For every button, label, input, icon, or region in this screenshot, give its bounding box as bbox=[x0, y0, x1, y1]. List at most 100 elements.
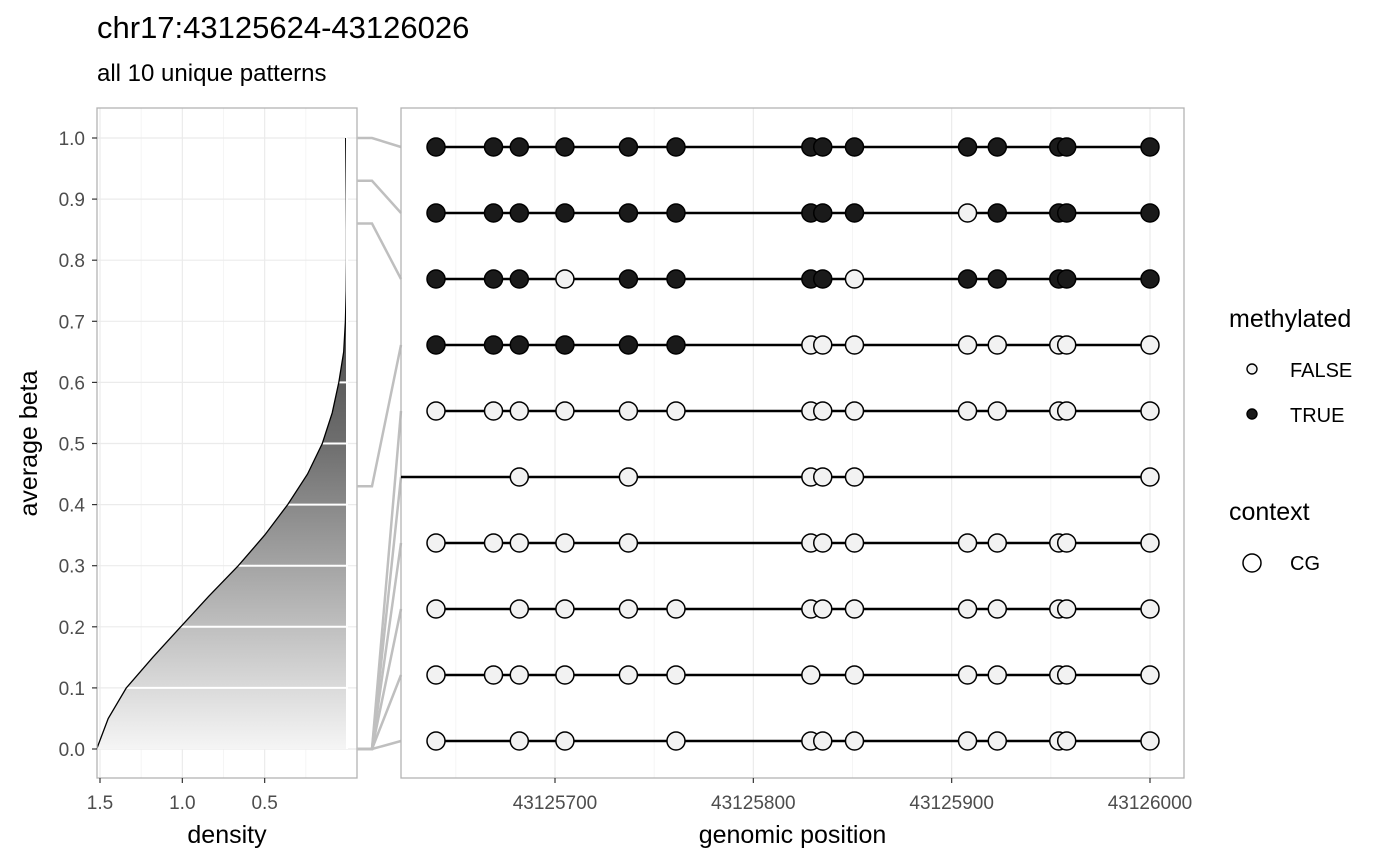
cpg-unmethylated-point bbox=[1140, 335, 1160, 355]
cpg-unmethylated-point bbox=[957, 533, 978, 553]
cpg-methylated-point bbox=[509, 335, 530, 355]
cpg-methylated-point bbox=[844, 203, 865, 223]
cpg-unmethylated-point bbox=[555, 269, 575, 289]
cpg-unmethylated-point bbox=[509, 467, 530, 487]
cpg-methylated-point bbox=[1056, 269, 1077, 289]
cpg-unmethylated-point bbox=[618, 401, 639, 421]
cpg-methylated-point bbox=[618, 335, 639, 355]
pattern-connectors bbox=[357, 136, 403, 751]
cpg-unmethylated-point bbox=[813, 533, 833, 553]
cpg-methylated-point bbox=[483, 269, 504, 289]
cpg-unmethylated-point bbox=[987, 335, 1008, 355]
cpg-methylated-point bbox=[987, 203, 1008, 223]
cpg-methylated-point bbox=[666, 137, 686, 157]
cpg-methylated-point bbox=[618, 269, 639, 289]
cpg-methylated-point bbox=[618, 203, 639, 223]
cpg-unmethylated-point bbox=[813, 401, 833, 421]
pattern-panel: 43125700 43125800 43125900 43126000 genomic … bbox=[400, 107, 1193, 849]
cpg-unmethylated-point bbox=[618, 467, 639, 487]
pattern-connector bbox=[357, 222, 403, 280]
cpg-unmethylated-point bbox=[426, 665, 446, 685]
cpg-methylated-point bbox=[987, 137, 1008, 157]
cpg-unmethylated-point bbox=[618, 599, 639, 619]
cpg-unmethylated-point bbox=[813, 467, 833, 487]
cpg-unmethylated-point bbox=[1056, 731, 1077, 751]
cpg-methylated-point bbox=[509, 269, 530, 289]
cpg-methylated-point bbox=[1140, 269, 1160, 289]
cpg-unmethylated-point bbox=[957, 203, 978, 223]
cpg-methylated-point bbox=[618, 137, 639, 157]
cpg-methylated-point bbox=[426, 335, 446, 355]
density-y-tick-label: 0.0 bbox=[59, 740, 85, 761]
pattern-connector bbox=[357, 179, 402, 214]
cpg-methylated-point bbox=[1056, 203, 1077, 223]
cpg-unmethylated-point bbox=[813, 731, 833, 751]
cpg-unmethylated-point bbox=[509, 731, 530, 751]
pattern-connector bbox=[357, 739, 402, 751]
cpg-methylated-point bbox=[483, 203, 504, 223]
cpg-methylated-point bbox=[987, 269, 1008, 289]
cpg-unmethylated-point bbox=[1056, 665, 1077, 685]
cpg-unmethylated-point bbox=[957, 665, 978, 685]
legend-cg-icon bbox=[1242, 553, 1262, 573]
density-y-tick-label: 0.5 bbox=[59, 435, 85, 456]
cpg-unmethylated-point bbox=[813, 599, 833, 619]
cpg-unmethylated-point bbox=[844, 467, 865, 487]
density-x-axis-title: density bbox=[187, 821, 267, 849]
density-y-tick-label: 0.6 bbox=[59, 373, 85, 394]
density-panel: 0.0 0.1 0.2 0.3 0.4 0.5 0.6 0.7 0.8 0.9 1.0 1.5 1.0 0… bbox=[15, 107, 358, 849]
cpg-unmethylated-point bbox=[957, 401, 978, 421]
pattern-x-tick-label: 43125900 bbox=[909, 793, 994, 814]
legend-label-false: FALSE bbox=[1290, 360, 1352, 382]
cpg-methylated-point bbox=[813, 269, 833, 289]
cpg-unmethylated-point bbox=[987, 731, 1008, 751]
density-x-tick-label: 1.0 bbox=[169, 793, 195, 814]
cpg-methylated-point bbox=[844, 137, 865, 157]
cpg-unmethylated-point bbox=[666, 599, 686, 619]
cpg-unmethylated-point bbox=[666, 731, 686, 751]
cpg-unmethylated-point bbox=[844, 533, 865, 553]
legend-true-icon bbox=[1246, 408, 1258, 420]
cpg-unmethylated-point bbox=[426, 599, 446, 619]
cpg-unmethylated-point bbox=[987, 599, 1008, 619]
cpg-unmethylated-point bbox=[555, 401, 575, 421]
density-y-tick-label: 1.0 bbox=[59, 129, 85, 150]
cpg-unmethylated-point bbox=[509, 665, 530, 685]
cpg-methylated-point bbox=[957, 137, 978, 157]
cpg-unmethylated-point bbox=[987, 533, 1008, 553]
cpg-unmethylated-point bbox=[509, 401, 530, 421]
density-y-tick-label: 0.9 bbox=[59, 190, 85, 211]
cpg-unmethylated-point bbox=[1140, 467, 1160, 487]
legend-label-cg: CG bbox=[1290, 553, 1320, 575]
cpg-unmethylated-point bbox=[844, 269, 865, 289]
cpg-unmethylated-point bbox=[844, 665, 865, 685]
cpg-unmethylated-point bbox=[1056, 401, 1077, 421]
cpg-unmethylated-point bbox=[555, 731, 575, 751]
density-y-axis-title: average beta bbox=[15, 370, 43, 516]
cpg-methylated-point bbox=[509, 203, 530, 223]
cpg-unmethylated-point bbox=[426, 401, 446, 421]
cpg-methylated-point bbox=[813, 137, 833, 157]
pattern-x-tick-label: 43126000 bbox=[1108, 793, 1193, 814]
cpg-unmethylated-point bbox=[1140, 401, 1160, 421]
cpg-methylated-point bbox=[1056, 137, 1077, 157]
cpg-methylated-point bbox=[426, 137, 446, 157]
cpg-unmethylated-point bbox=[1140, 665, 1160, 685]
cpg-unmethylated-point bbox=[509, 599, 530, 619]
cpg-methylated-point bbox=[813, 203, 833, 223]
cpg-unmethylated-point bbox=[987, 665, 1008, 685]
cpg-unmethylated-point bbox=[801, 665, 821, 685]
cpg-unmethylated-point bbox=[426, 731, 446, 751]
cpg-unmethylated-point bbox=[555, 533, 575, 553]
density-y-tick-label: 0.8 bbox=[59, 251, 85, 272]
density-x-tick-label: 0.5 bbox=[251, 793, 277, 814]
cpg-unmethylated-point bbox=[618, 665, 639, 685]
cpg-unmethylated-point bbox=[813, 335, 833, 355]
cpg-unmethylated-point bbox=[426, 533, 446, 553]
pattern-connector bbox=[357, 344, 403, 488]
cpg-methylated-point bbox=[483, 137, 504, 157]
cpg-unmethylated-point bbox=[844, 599, 865, 619]
cpg-unmethylated-point bbox=[1056, 533, 1077, 553]
cpg-methylated-point bbox=[555, 203, 575, 223]
cpg-unmethylated-point bbox=[555, 599, 575, 619]
